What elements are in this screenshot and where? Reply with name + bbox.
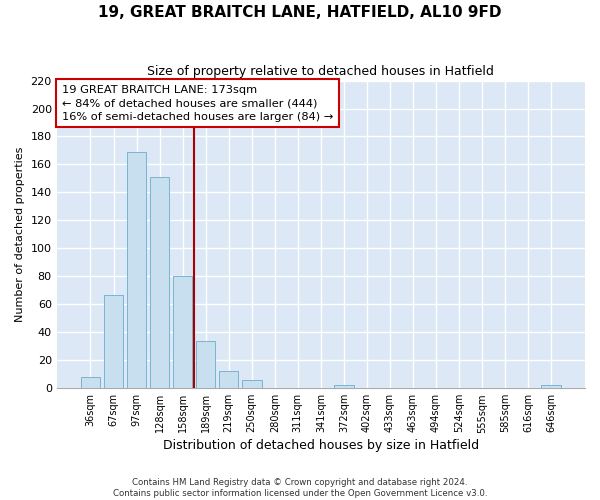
Y-axis label: Number of detached properties: Number of detached properties — [15, 146, 25, 322]
Text: 19, GREAT BRAITCH LANE, HATFIELD, AL10 9FD: 19, GREAT BRAITCH LANE, HATFIELD, AL10 9… — [98, 5, 502, 20]
Bar — [334, 386, 353, 388]
Text: 19 GREAT BRAITCH LANE: 173sqm
← 84% of detached houses are smaller (444)
16% of : 19 GREAT BRAITCH LANE: 173sqm ← 84% of d… — [62, 85, 333, 122]
Text: Contains HM Land Registry data © Crown copyright and database right 2024.
Contai: Contains HM Land Registry data © Crown c… — [113, 478, 487, 498]
Bar — [80, 377, 100, 388]
Bar — [219, 372, 238, 388]
Bar — [196, 340, 215, 388]
Bar — [104, 294, 123, 388]
X-axis label: Distribution of detached houses by size in Hatfield: Distribution of detached houses by size … — [163, 440, 479, 452]
Bar — [541, 386, 561, 388]
Title: Size of property relative to detached houses in Hatfield: Size of property relative to detached ho… — [148, 65, 494, 78]
Bar — [173, 276, 193, 388]
Bar — [150, 177, 169, 388]
Bar — [127, 152, 146, 388]
Bar — [242, 380, 262, 388]
